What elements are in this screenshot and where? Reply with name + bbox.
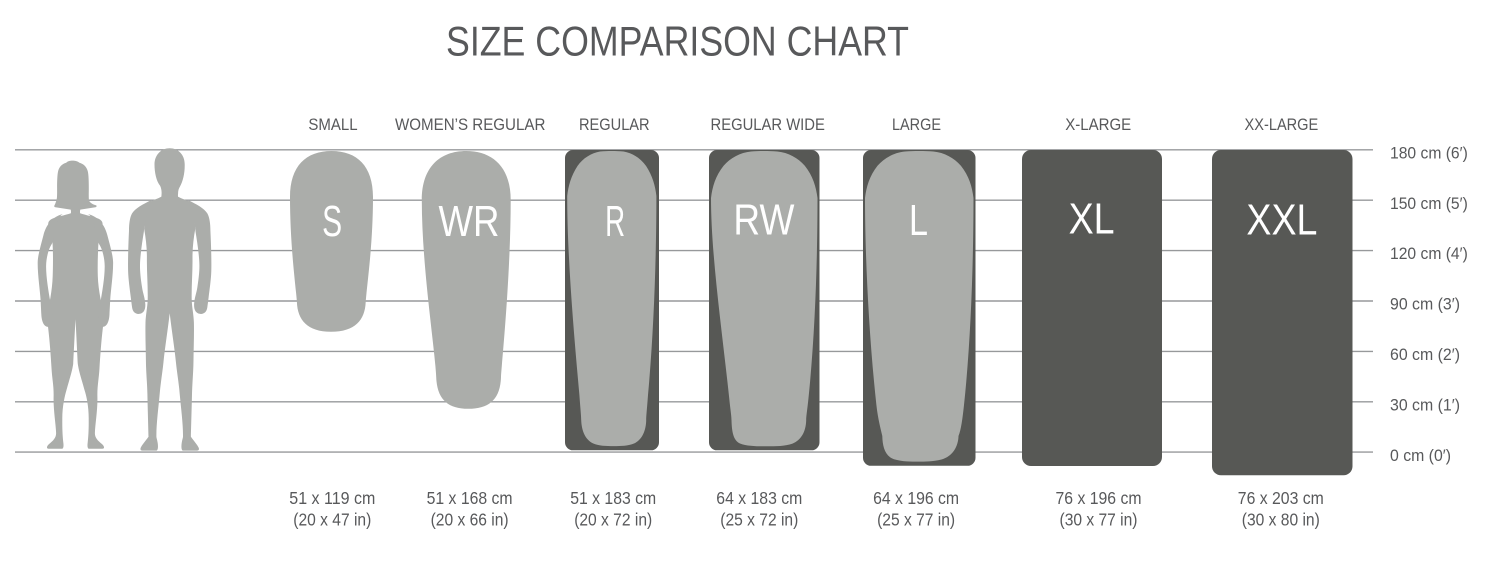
- svg-text:64 x 183 cm: 64 x 183 cm: [716, 489, 802, 508]
- svg-text:WR: WR: [439, 197, 500, 246]
- svg-text:76 x 203 cm: 76 x 203 cm: [1238, 489, 1324, 508]
- svg-text:L: L: [909, 196, 928, 245]
- svg-text:(30 x 77 in): (30 x 77 in): [1060, 511, 1138, 530]
- svg-text:64 x 196 cm: 64 x 196 cm: [873, 489, 959, 508]
- svg-text:XL: XL: [1069, 195, 1115, 244]
- svg-text:51 x 119 cm: 51 x 119 cm: [289, 489, 375, 508]
- svg-text:(20 x 47 in): (20 x 47 in): [293, 511, 371, 530]
- svg-text:76 x 196 cm: 76 x 196 cm: [1056, 489, 1142, 508]
- svg-text:XX-LARGE: XX-LARGE: [1245, 116, 1319, 134]
- svg-text:90 cm (3′): 90 cm (3′): [1390, 296, 1460, 314]
- svg-text:(20 x 72 in): (20 x 72 in): [574, 511, 652, 530]
- svg-text:X-LARGE: X-LARGE: [1065, 116, 1131, 134]
- svg-text:51 x 183 cm: 51 x 183 cm: [570, 489, 656, 508]
- svg-text:SMALL: SMALL: [308, 116, 357, 134]
- svg-text:WOMEN’S REGULAR: WOMEN’S REGULAR: [395, 116, 545, 134]
- svg-text:60 cm (2′): 60 cm (2′): [1390, 346, 1460, 364]
- svg-text:REGULAR WIDE: REGULAR WIDE: [711, 116, 825, 134]
- svg-text:180 cm (6′): 180 cm (6′): [1390, 144, 1468, 162]
- svg-text:SIZE COMPARISON CHART: SIZE COMPARISON CHART: [446, 18, 909, 65]
- svg-text:0 cm (0′): 0 cm (0′): [1390, 447, 1451, 465]
- svg-text:30 cm (1′): 30 cm (1′): [1390, 397, 1460, 415]
- svg-text:(25 x 77 in): (25 x 77 in): [877, 511, 955, 530]
- svg-text:REGULAR: REGULAR: [579, 116, 650, 134]
- svg-text:XXL: XXL: [1246, 196, 1317, 245]
- svg-text:S: S: [322, 197, 342, 246]
- svg-text:(30 x 80 in): (30 x 80 in): [1242, 511, 1320, 530]
- svg-text:150 cm (5′): 150 cm (5′): [1390, 195, 1468, 213]
- svg-text:120 cm (4′): 120 cm (4′): [1390, 245, 1468, 263]
- svg-text:51 x 168 cm: 51 x 168 cm: [427, 489, 513, 508]
- svg-text:RW: RW: [733, 196, 794, 245]
- svg-text:(25 x 72 in): (25 x 72 in): [720, 511, 798, 530]
- svg-text:LARGE: LARGE: [892, 116, 941, 134]
- svg-text:(20 x 66 in): (20 x 66 in): [431, 511, 509, 530]
- svg-text:R: R: [605, 197, 625, 246]
